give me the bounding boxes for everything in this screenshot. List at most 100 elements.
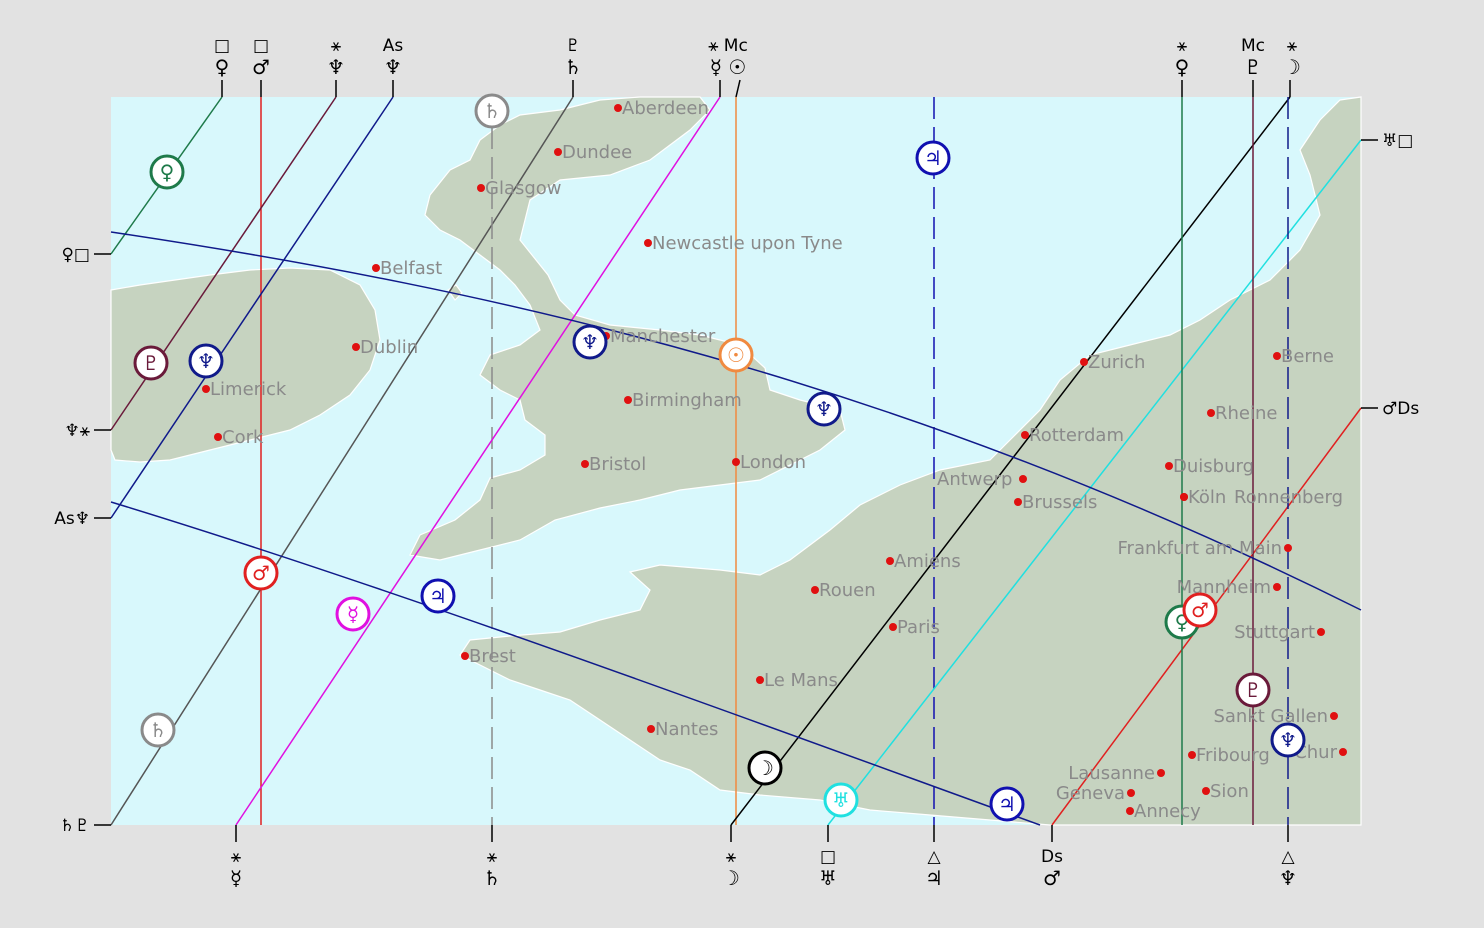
saturn-pluto-line [110,96,574,826]
mercury-glyph-icon: ☿ [347,602,359,626]
neptune-marker[interactable]: ♆ [1270,722,1306,758]
city-label: Chur [1294,742,1337,763]
city-label: Aberdeen [622,98,709,119]
jupiter-glyph-icon: ♃ [429,584,447,608]
top-label-line1: ⚹ [1177,36,1187,56]
city-label: Geneva [1056,783,1125,804]
top-label-line2: ♀ [1175,55,1190,79]
city-belfast: Belfast [372,258,442,279]
neptune-marker-ring [806,391,842,427]
bottom-edge-label: △♃ [925,847,943,890]
city-label: Zurich [1088,352,1145,373]
city-manchester: Manchester [602,326,716,347]
city-lausanne: Lausanne [1068,763,1165,784]
top-label-line1: Mc [1241,36,1265,56]
planet-markers-layer: ♄♀♃♇ ♆♆☉♆♂☿♃♄☽♅ ♃♀ ♂♇♆ [133,93,1306,822]
city-label: London [740,452,806,473]
top-edge-label: ⚹☽ [1283,36,1301,79]
mercury-sextile-line [235,96,721,826]
top-label-line1: ♇ [565,36,580,56]
city-dot [1273,352,1281,360]
city-label: Annecy [1134,801,1201,822]
city-rheine: Rheine [1207,403,1277,424]
moon-marker-ring [747,750,783,786]
top-label-line1: As [383,36,404,56]
uranus-glyph-icon: ♅ [832,788,850,812]
top-edge-label: □♀ [214,36,230,79]
city-dot [644,239,652,247]
jupiter-marker-ring [989,786,1025,822]
neptune-glyph-icon: ♆ [581,330,599,354]
mercury-marker[interactable]: ☿ [335,596,371,632]
city-label: Köln [1188,487,1226,508]
city-label: Paris [897,617,940,638]
bottom-label-line1: △ [1281,847,1295,867]
saturn-marker[interactable]: ♄ [140,712,176,748]
city-dot [1284,544,1292,552]
neptune-asc-line [110,96,394,519]
city-dot [886,557,894,565]
bottom-label-line1: ⚹ [726,847,736,867]
jupiter-marker[interactable]: ♃ [420,578,456,614]
jupiter-glyph-icon: ♃ [998,792,1016,816]
bottom-label-line2: ☿ [230,866,242,890]
top-label-line2: ♆ [384,55,402,79]
city-bristol: Bristol [581,454,646,475]
moon-marker[interactable]: ☽ [747,750,783,786]
city-label: Limerick [210,379,287,400]
city-label: Newcastle upon Tyne [652,233,843,254]
top-label-line2: ☽ [1283,55,1301,79]
city-label: Glasgow [485,178,562,199]
moon-glyph-icon: ☽ [756,756,774,780]
mercury-marker-ring [335,596,371,632]
pluto-glyph-icon: ♇ [142,351,160,375]
city-sankt-gallen: Sankt Gallen [1213,706,1338,727]
right-edge-label: ♂Ds [1382,399,1419,419]
uranus-marker-ring [823,782,859,818]
city-dot [1165,462,1173,470]
top-label-line1: □ [214,36,230,56]
venus-marker[interactable]: ♀ [149,154,185,190]
bottom-label-line2: ♄ [483,866,501,890]
jupiter-marker[interactable]: ♃ [915,140,951,176]
pluto-marker[interactable]: ♇ [1235,672,1271,708]
mars-glyph-icon: ♂ [252,561,270,585]
neptune-glyph-icon: ♆ [815,397,833,421]
pluto-marker-ring [1235,672,1271,708]
sun-marker-ring [718,337,754,373]
saturn-marker[interactable]: ♄ [474,93,510,129]
city-dot [477,184,485,192]
city-dot [1014,498,1022,506]
city-brest: Brest [461,646,516,667]
city-dot [647,725,655,733]
city-duisburg: Duisburg [1165,456,1254,477]
jupiter-marker-ring [420,578,456,614]
city-dot [1188,751,1196,759]
mars-marker[interactable]: ♂ [243,555,279,591]
top-label-line1: ⚹ Mc [708,36,748,56]
mars-marker[interactable]: ♂ [1182,592,1218,628]
right-edge-label: ♅□ [1382,131,1413,151]
city-dot [614,104,622,112]
sun-marker[interactable]: ☉ [718,337,754,373]
city-dot [581,460,589,468]
neptune-marker-ring [1270,722,1306,758]
city-nantes: Nantes [647,719,718,740]
uranus-marker[interactable]: ♅ [823,782,859,818]
jupiter-marker[interactable]: ♃ [989,786,1025,822]
neptune-marker[interactable]: ♆ [572,324,608,360]
city-label: Sankt Gallen [1213,706,1328,727]
bottom-label-line2: ♅ [819,866,837,890]
top-edge-label: ♇♄ [564,36,582,79]
city-label: Fribourg [1196,745,1270,766]
neptune-marker[interactable]: ♆ [806,391,842,427]
top-label-line1: ⚹ [331,36,341,56]
city-dot [1080,358,1088,366]
neptune-marker[interactable]: ♆ [188,343,224,379]
city-ronnenberg: Ronnenberg [1180,487,1343,508]
top-label-line2: ♂ [252,55,270,79]
pluto-marker[interactable]: ♇ [133,345,169,381]
city-label: Ronnenberg [1234,487,1343,508]
city-dot [1157,769,1165,777]
